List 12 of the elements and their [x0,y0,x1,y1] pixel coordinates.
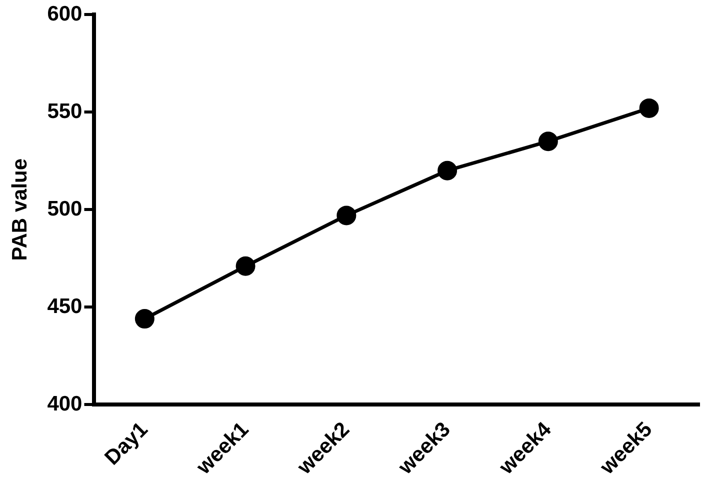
point [538,132,558,152]
point [336,206,356,226]
y-axis-title: PAB value [8,158,32,261]
point [134,309,154,329]
point [639,98,659,118]
y-tick-label: 500 [47,197,82,220]
point [236,256,256,276]
y-tick-label: 400 [47,392,82,416]
y-tick-label: 450 [47,294,82,318]
y-tick-label: 600 [47,2,82,26]
y-tick-label: 550 [47,100,82,123]
point [438,160,458,180]
